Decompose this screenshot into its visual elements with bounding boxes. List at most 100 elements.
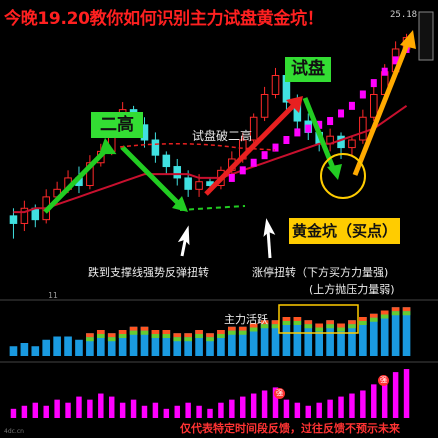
- volume-bar-cap: [315, 323, 324, 328]
- candle-body: [370, 93, 378, 118]
- volume-bar-cap: [238, 330, 247, 335]
- candle-body: [162, 154, 171, 168]
- limit-up-line-2: (上方抛压力量弱): [309, 283, 395, 296]
- indicator-bar: [371, 384, 377, 418]
- indicator-bar: [218, 402, 224, 418]
- orange-up-arrow-head: [400, 30, 416, 49]
- volume-bar-cap: [217, 334, 225, 338]
- volume-bar: [42, 339, 51, 356]
- indicator-bar: [152, 402, 159, 418]
- test-tag-badge: 试盘: [285, 57, 331, 82]
- volume-bar-cap: [86, 337, 94, 342]
- volume-bar: [326, 320, 334, 356]
- volume-bar-cap: [96, 334, 105, 338]
- volume-bar-cap: [206, 333, 214, 338]
- indicator-bar: [338, 396, 344, 418]
- volume-bar-cap: [228, 326, 236, 331]
- active-label: 主力活跃: [224, 313, 268, 326]
- candle-body: [359, 116, 367, 141]
- indicator-bar: [294, 402, 301, 418]
- ma-magenta-mark: [338, 109, 345, 118]
- green-up-arrow: [43, 146, 110, 214]
- ma-magenta-mark: [327, 117, 334, 126]
- volume-bar-cap: [348, 320, 356, 325]
- volume-bar: [173, 333, 182, 356]
- volume-bar-cap: [107, 333, 116, 338]
- ma-magenta-mark: [250, 158, 257, 167]
- corner-watermark: 4dc.cn: [4, 428, 24, 435]
- indicator-bar: [119, 402, 126, 418]
- volume-bar-cap: [293, 321, 302, 325]
- volume-bar-cap: [391, 307, 400, 312]
- support-dashed-line: [179, 205, 246, 211]
- indicator-bar: [32, 402, 39, 418]
- volume-bar: [96, 330, 105, 356]
- ma-magenta-mark: [392, 56, 399, 65]
- red-up-arrow: [204, 102, 297, 196]
- volume-bar-cap: [402, 307, 411, 312]
- candle-body: [348, 139, 356, 149]
- volume-bar-cap: [184, 337, 192, 342]
- volume-bar: [348, 320, 356, 356]
- indicator-bar: [403, 369, 410, 418]
- volume-bar-cap: [195, 330, 203, 334]
- indicator-bar: [272, 387, 279, 418]
- ma-magenta-mark: [228, 173, 235, 182]
- candle-body: [86, 162, 94, 187]
- volume-bar: [9, 346, 18, 356]
- candle-body: [249, 116, 258, 141]
- volume-bar-cap: [96, 330, 105, 334]
- volume-bar-cap: [249, 323, 258, 328]
- volume-bar-cap: [391, 311, 400, 316]
- candle-body: [337, 135, 345, 149]
- two-highs-badge: 二高: [91, 112, 143, 138]
- volume-bar: [315, 323, 324, 356]
- indicator-bar: [98, 393, 104, 418]
- volume-bar: [228, 326, 236, 356]
- test-break-label: 试盘破二高: [192, 129, 253, 143]
- indicator-layer: [10, 369, 410, 418]
- volume-bar-cap: [326, 324, 334, 329]
- indicator-bar: [196, 405, 202, 418]
- volume-bar-cap: [151, 334, 160, 338]
- ma-magenta-mark: [348, 101, 355, 110]
- volume-bar: [86, 333, 94, 356]
- volume-bar-cap: [249, 327, 258, 332]
- volume-bar-cap: [337, 327, 345, 332]
- volume-bar: [238, 326, 247, 356]
- volume-bar: [359, 317, 367, 356]
- volume-bar-cap: [129, 326, 138, 331]
- volume-bar-cap: [162, 330, 171, 334]
- indicator-bar: [109, 396, 115, 418]
- volume-bar-cap: [129, 330, 138, 335]
- volume-bar: [118, 330, 127, 356]
- volume-bar-cap: [282, 321, 291, 325]
- volume-bar: [64, 336, 72, 356]
- indicator-bar: [305, 405, 311, 418]
- price-top-label: 25.18: [390, 10, 418, 20]
- ma-magenta-mark: [261, 151, 268, 160]
- volume-bar: [369, 313, 378, 356]
- pullback-text: 跌到支撑线强势反弹扭转: [88, 266, 209, 279]
- red-up-arrow-head: [286, 96, 303, 113]
- candle-body: [151, 139, 160, 156]
- ma-magenta-mark: [370, 79, 377, 88]
- volume-bar: [151, 330, 160, 356]
- ma-magenta-mark: [305, 124, 312, 133]
- volume-bar-cap: [304, 320, 313, 325]
- green-down-arrow: [120, 145, 182, 207]
- strong-badge-1: 强: [274, 388, 285, 399]
- volume-bar-cap: [359, 321, 367, 325]
- ma-magenta-mark: [359, 90, 366, 99]
- scroll-handle[interactable]: [418, 11, 434, 61]
- volume-bar-cap: [173, 337, 182, 342]
- golden-pit-circle: [320, 153, 366, 199]
- volume-bar: [402, 307, 411, 356]
- indicator-bar: [327, 399, 333, 418]
- volume-bar-cap: [118, 334, 127, 338]
- volume-bar-cap: [337, 323, 345, 328]
- volume-bar-cap: [107, 337, 116, 342]
- volume-bar: [20, 343, 29, 356]
- volume-bar: [184, 333, 192, 356]
- volume-bar-cap: [402, 311, 411, 316]
